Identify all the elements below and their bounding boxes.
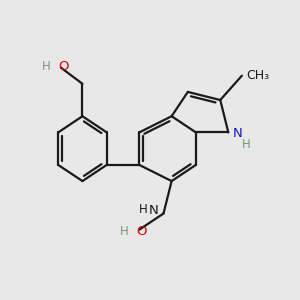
Text: H: H xyxy=(139,203,148,216)
Text: H: H xyxy=(42,60,50,73)
Text: N: N xyxy=(232,127,242,140)
Text: H: H xyxy=(120,225,129,238)
Text: O: O xyxy=(58,60,69,73)
Text: O: O xyxy=(136,225,147,238)
Text: N: N xyxy=(148,204,158,217)
Text: H: H xyxy=(242,138,250,151)
Text: CH₃: CH₃ xyxy=(246,69,269,82)
